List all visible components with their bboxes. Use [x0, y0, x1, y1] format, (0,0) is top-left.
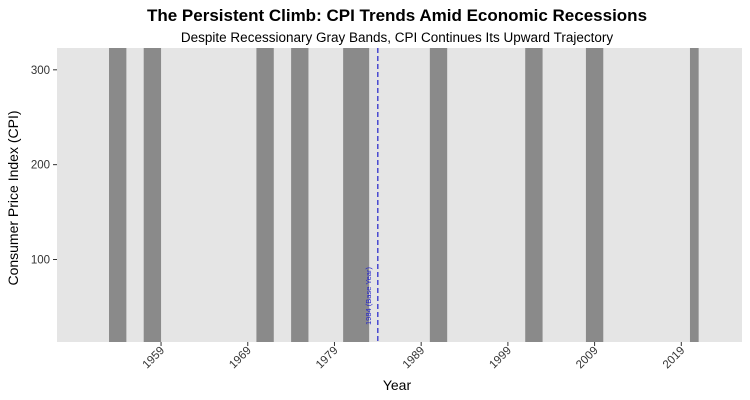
recession-band-9	[689, 48, 699, 342]
x-tick-label-1999: 1999	[487, 345, 514, 372]
recession-band-2	[143, 48, 162, 342]
x-tick-label-1969: 1969	[227, 345, 254, 372]
recession-band-8	[585, 48, 604, 342]
x-axis: 1959 1969 1979 1989 1999 2009 2019	[141, 342, 688, 372]
y-tick-label-200: 200	[31, 160, 50, 172]
x-tick-label-2009: 2009	[574, 345, 601, 372]
y-axis: 100 200 300	[31, 65, 57, 266]
chart-subtitle: Despite Recessionary Gray Bands, CPI Con…	[181, 30, 613, 45]
recession-band-7	[525, 48, 543, 342]
recession-band-3	[256, 48, 274, 342]
chart-title: The Persistent Climb: CPI Trends Amid Ec…	[147, 6, 647, 25]
recession-bands	[109, 48, 699, 342]
plot-panel	[57, 48, 742, 342]
recession-band-5	[343, 48, 370, 342]
x-tick-label-2019: 2019	[661, 345, 688, 372]
base-year-label: 1984 (Base Year)	[364, 267, 373, 325]
recession-band-6	[429, 48, 448, 342]
y-tick-label-300: 300	[31, 65, 50, 77]
recession-band-1	[109, 48, 127, 342]
base-year-marker: 1984 (Base Year)	[364, 48, 379, 342]
x-tick-label-1989: 1989	[401, 345, 428, 372]
y-axis-title: Consumer Price Index (CPI)	[5, 110, 21, 285]
y-tick-label-100: 100	[31, 254, 50, 266]
x-axis-title: Year	[383, 377, 412, 393]
x-tick-label-1959: 1959	[141, 345, 168, 372]
recession-band-4	[291, 48, 309, 342]
x-tick-label-1979: 1979	[314, 345, 341, 372]
